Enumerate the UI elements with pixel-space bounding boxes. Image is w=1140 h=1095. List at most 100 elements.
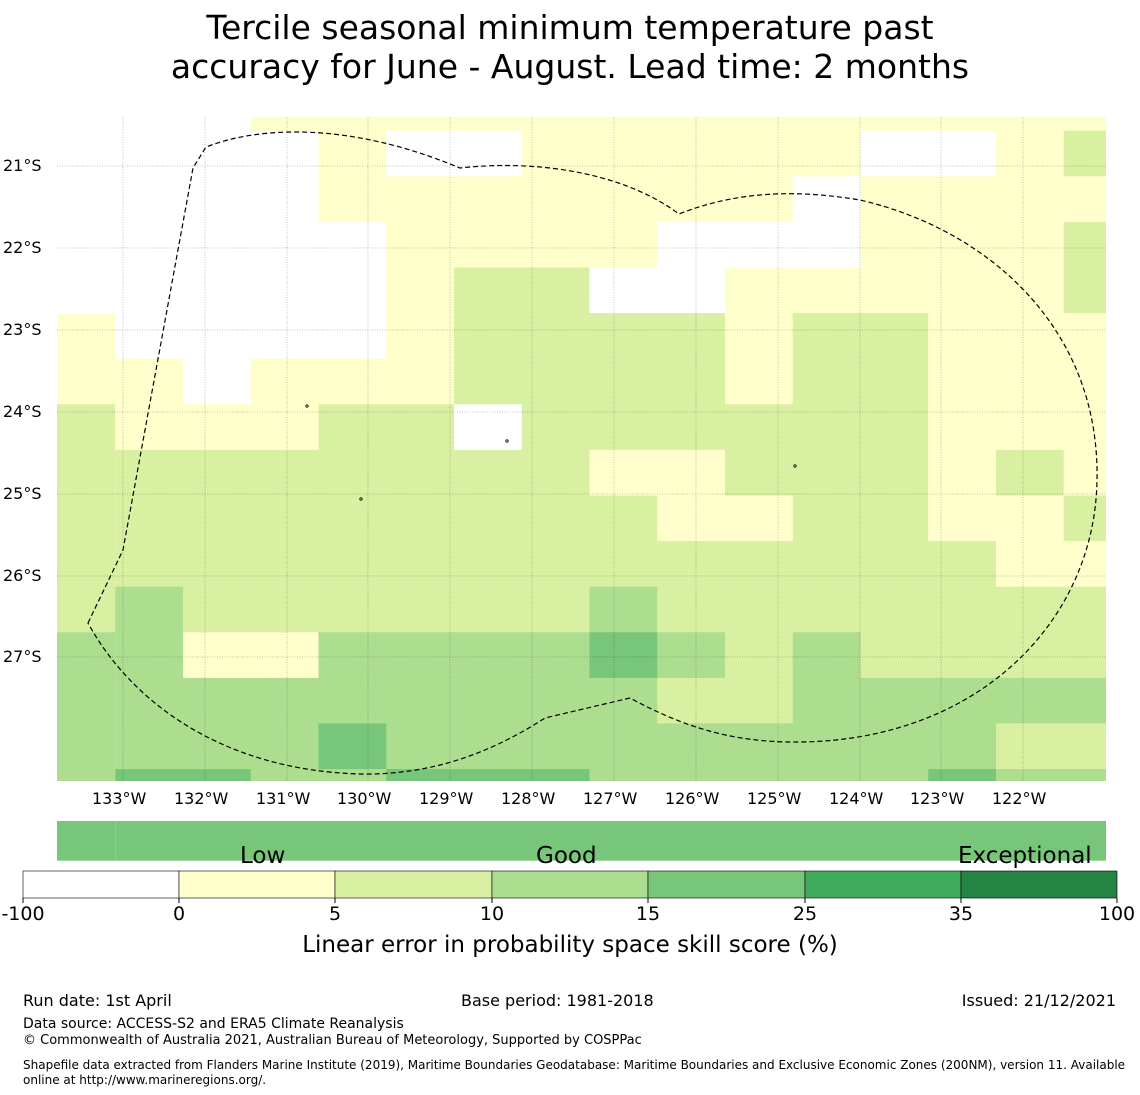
grid-cell: [928, 404, 997, 451]
grid-cell: [996, 130, 1065, 177]
lat-label: 23°S: [3, 320, 42, 339]
grid-cell: [792, 404, 861, 451]
grid-cell: [1063, 267, 1106, 314]
grid-cell: [115, 267, 184, 314]
grid-cell: [792, 449, 861, 496]
grid-cell: [792, 358, 861, 405]
grid-cell: [928, 495, 997, 542]
grid-cell: [996, 221, 1065, 268]
grid-cell: [454, 495, 523, 542]
chart-title: Tercile seasonal minimum temperature pas…: [0, 8, 1140, 86]
grid-cell: [183, 358, 252, 405]
grid-cell: [928, 267, 997, 314]
grid-cell: [318, 221, 387, 268]
colorbar-tick-label: 10: [479, 903, 505, 925]
grid-cell: [860, 449, 929, 496]
lon-label: 125°W: [747, 789, 802, 808]
grid-cell: [250, 677, 319, 724]
grid-cell: [454, 267, 523, 314]
grid-cell: [386, 358, 455, 405]
lon-label: 129°W: [419, 789, 474, 808]
grid-cell: [657, 677, 726, 724]
grid-cell: [725, 814, 794, 861]
grid-cell: [115, 449, 184, 496]
data-source: Data source: ACCESS-S2 and ERA5 Climate …: [23, 1016, 404, 1032]
lon-label: 124°W: [829, 789, 884, 808]
grid-cell: [725, 358, 794, 405]
grid-cell: [1063, 814, 1106, 861]
lon-label: 126°W: [665, 789, 720, 808]
grid-cell: [115, 495, 184, 542]
grid-cell: [183, 267, 252, 314]
grid-cell: [521, 723, 590, 770]
shapefile-credit-line-1: Shapefile data extracted from Flanders M…: [23, 1058, 1126, 1072]
grid-cell: [589, 130, 658, 177]
grid-cell: [57, 267, 116, 314]
grid-cell: [1063, 677, 1106, 724]
grid-cell: [725, 586, 794, 633]
grid-cell: [1063, 221, 1106, 268]
grid-cell: [657, 267, 726, 314]
grid-cell: [318, 814, 387, 861]
lon-label: 128°W: [501, 789, 556, 808]
island-marks: [305, 404, 797, 501]
grid-cell: [250, 632, 319, 679]
grid-cell: [183, 814, 252, 861]
grid-cell: [996, 541, 1065, 588]
grid-cell: [996, 814, 1065, 861]
island-mark: [505, 439, 509, 443]
shapefile-credit-line-2: online at http://www.marineregions.org/.: [23, 1073, 267, 1087]
grid-cell: [792, 267, 861, 314]
lat-label: 24°S: [3, 402, 42, 421]
grid-cell: [657, 632, 726, 679]
lon-label: 122°W: [992, 789, 1047, 808]
grid-cell: [318, 404, 387, 451]
grid-cell: [454, 313, 523, 360]
grid-cell: [996, 176, 1065, 223]
colorbar-segment: [491, 870, 649, 899]
grid-cell: [386, 586, 455, 633]
grid-cell: [454, 632, 523, 679]
grid-cell: [115, 358, 184, 405]
grid-cell: [589, 358, 658, 405]
grid-cell: [589, 632, 658, 679]
grid-cell: [318, 632, 387, 679]
grid-cell: [386, 814, 455, 861]
island-mark: [793, 464, 797, 468]
grid-cell: [589, 723, 658, 770]
grid-cell: [250, 130, 319, 177]
grid-cell: [318, 677, 387, 724]
base-period: Base period: 1981-2018: [461, 991, 654, 1010]
colorbar-tick-label: 15: [635, 903, 661, 925]
grid-cell: [183, 541, 252, 588]
grid-cell: [250, 541, 319, 588]
grid-cell: [454, 449, 523, 496]
grid-cell: [318, 176, 387, 223]
grid-cell: [657, 176, 726, 223]
grid-cell: [57, 495, 116, 542]
grid-cell: [860, 677, 929, 724]
grid-cell: [386, 541, 455, 588]
grid-cell: [250, 358, 319, 405]
grid-cell: [521, 632, 590, 679]
lon-label: 131°W: [256, 789, 311, 808]
grid-cell: [928, 632, 997, 679]
grid-cell: [657, 221, 726, 268]
grid-cell: [454, 814, 523, 861]
run-date: Run date: 1st April: [23, 991, 172, 1010]
colorbar-tick-label: 0: [172, 903, 186, 925]
grid-cell: [725, 221, 794, 268]
grid-cell: [250, 586, 319, 633]
island-mark: [359, 497, 363, 501]
grid-cell: [57, 358, 116, 405]
colorbar-category-good: Good: [536, 843, 597, 869]
grid-cell: [657, 495, 726, 542]
grid-cell: [589, 677, 658, 724]
grid-cell: [521, 495, 590, 542]
grid-cell: [454, 541, 523, 588]
lat-label: 22°S: [3, 238, 42, 257]
colorbar-tick-label: 25: [792, 903, 818, 925]
grid-cell: [454, 586, 523, 633]
grid-cell: [183, 130, 252, 177]
grid-cell: [115, 404, 184, 451]
